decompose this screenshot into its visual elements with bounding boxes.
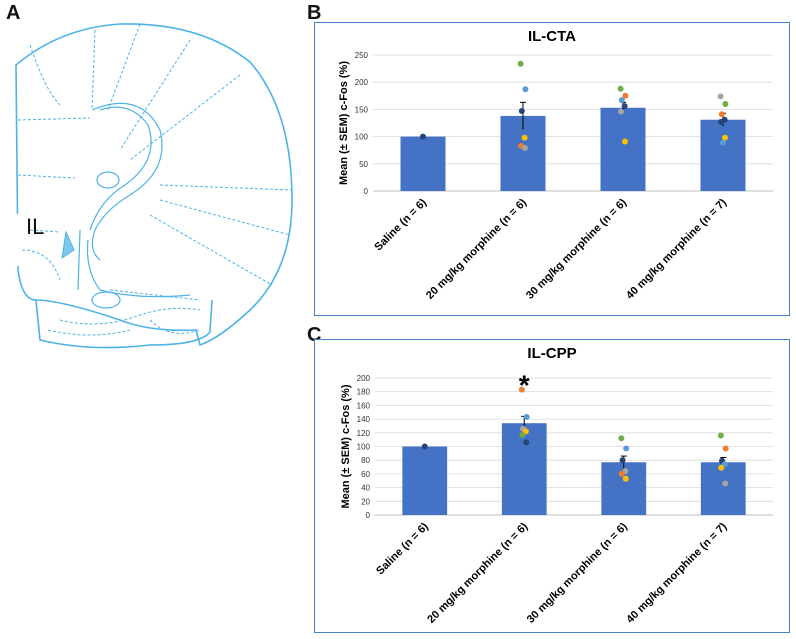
chart-frame-il-cta: IL-CTA 0 50 100 150 200 250 Mean (± SEM) c-Fos… <box>314 22 790 316</box>
brain-atlas-diagram <box>14 23 293 349</box>
y-tick-label: 20 <box>361 497 370 506</box>
data-point <box>517 60 524 67</box>
panel-label-a: A <box>6 2 21 24</box>
data-point <box>717 93 724 100</box>
y-axis-label: Mean (± SEM) c-Fos (%) <box>338 61 350 185</box>
il-region-label: IL <box>26 214 45 239</box>
data-point <box>718 118 724 125</box>
data-point <box>622 92 629 99</box>
bar <box>400 136 446 191</box>
bar <box>600 107 646 191</box>
y-tick-label: 0 <box>364 187 369 196</box>
x-tick-label: 20 mg/kg morphine (n = 6) <box>424 196 529 301</box>
y-tick-label: 100 <box>355 133 369 142</box>
data-point <box>421 443 428 450</box>
data-point <box>722 100 729 107</box>
brain-subregions <box>17 23 293 336</box>
data-point <box>717 432 724 439</box>
y-tick-label: 160 <box>357 401 371 410</box>
x-tick-label: 40 mg/kg morphine (n = 7) <box>624 196 729 301</box>
x-tick-label: 30 mg/kg morphine (n = 6) <box>524 196 629 301</box>
y-tick-label: 80 <box>361 456 370 465</box>
y-tick-label: 40 <box>361 484 370 493</box>
data-point <box>718 111 725 118</box>
chart-il-cta: 0 50 100 150 200 250 Mean (± SEM) c-Fos (%) Sal… <box>338 51 773 302</box>
il-highlight-region <box>61 230 75 260</box>
data-point <box>523 414 530 421</box>
y-tick-label: 200 <box>355 78 369 87</box>
data-point <box>623 445 630 452</box>
data-point <box>618 435 625 442</box>
y-tick-label: 250 <box>355 51 369 60</box>
x-tick-label: 20 mg/kg morphine (n = 6) <box>425 520 530 625</box>
panel-label-b: B <box>307 2 322 24</box>
data-point <box>618 470 625 477</box>
chart-title-il-cta: IL-CTA <box>527 28 577 45</box>
x-tick-label: Saline (n = 6) <box>374 520 431 577</box>
y-axis-label: Mean (± SEM) c-Fos (%) <box>340 384 352 508</box>
chart-frame-il-cpp: IL-CPP 0 20 40 60 80 100 120 140 160 180 200 Mean (… <box>314 339 790 633</box>
y-tick-label: 180 <box>357 388 371 397</box>
significance-marker: * <box>519 369 530 400</box>
data-point <box>722 480 729 487</box>
chart-title-il-cpp: IL-CPP <box>527 345 577 362</box>
x-tick-label: 40 mg/kg morphine (n = 7) <box>624 520 729 625</box>
data-point <box>621 103 628 110</box>
y-tick-label: 150 <box>355 105 369 114</box>
chart-il-cpp: 0 20 40 60 80 100 120 140 160 180 200 Mean (± SEM) … <box>340 369 773 626</box>
y-tick-label: 0 <box>366 511 371 520</box>
data-point <box>519 431 526 438</box>
data-point <box>722 445 729 452</box>
data-point <box>718 464 725 471</box>
y-tick-label: 100 <box>357 443 371 452</box>
data-point <box>720 139 726 146</box>
data-point <box>420 133 426 140</box>
data-point <box>518 386 525 393</box>
ventricle-outline <box>77 102 191 309</box>
data-point <box>523 439 530 446</box>
x-tick-label: Saline (n = 6) <box>372 196 429 253</box>
y-tick-label: 120 <box>357 429 371 438</box>
data-point <box>522 86 529 93</box>
data-point <box>617 85 624 92</box>
y-tick-label: 200 <box>357 374 371 383</box>
data-point <box>618 108 624 115</box>
data-point <box>522 145 528 152</box>
y-tick-label: 140 <box>357 415 371 424</box>
data-point <box>618 97 625 104</box>
brain-outline <box>15 23 293 349</box>
data-point <box>619 457 626 464</box>
bar <box>501 423 547 515</box>
data-point <box>518 108 525 115</box>
y-tick-label: 50 <box>359 160 368 169</box>
bar <box>700 119 746 191</box>
data-point <box>722 134 728 141</box>
data-point <box>521 134 528 141</box>
y-tick-label: 60 <box>361 470 370 479</box>
data-point <box>622 475 629 482</box>
x-tick-label: 30 mg/kg morphine (n = 6) <box>525 520 630 625</box>
bar <box>700 462 746 515</box>
data-point <box>622 138 628 145</box>
bar <box>402 446 448 515</box>
